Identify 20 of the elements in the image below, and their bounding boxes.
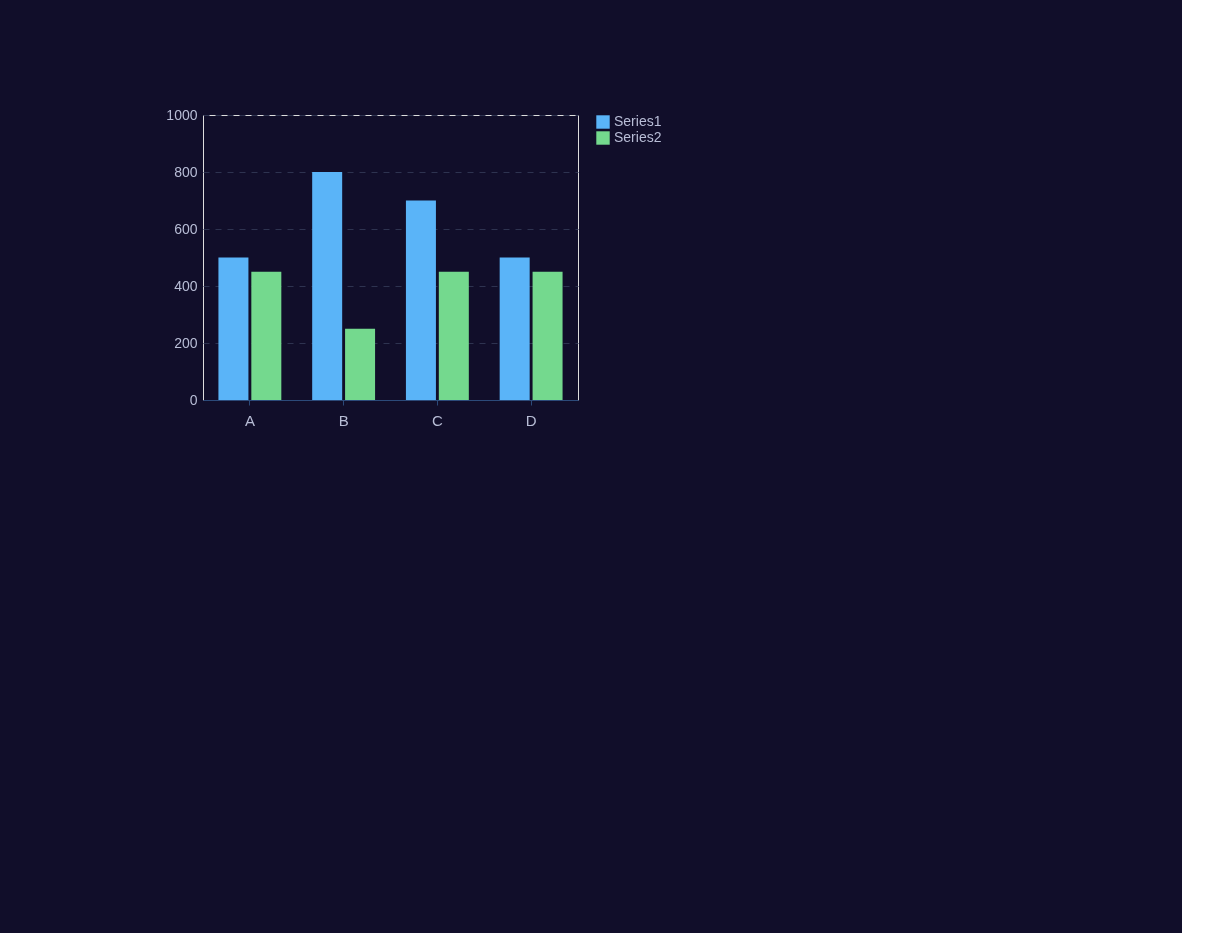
y-tick-label: 0	[189, 391, 198, 408]
legend-label: Series1	[614, 113, 662, 129]
bar	[438, 271, 469, 400]
y-tick-label: 1000	[166, 106, 198, 123]
bar	[218, 257, 249, 400]
bar	[405, 200, 436, 400]
bar	[345, 328, 376, 400]
y-tick-label: 600	[174, 220, 198, 237]
bar	[499, 257, 530, 400]
legend-label: Series2	[614, 129, 662, 145]
bar	[312, 172, 343, 400]
bar	[251, 271, 282, 400]
y-tick-label: 200	[174, 334, 198, 351]
x-tick-label: D	[525, 411, 537, 429]
y-tick-label: 800	[174, 163, 198, 180]
y-tick-label: 400	[174, 277, 198, 294]
x-tick-label: A	[244, 411, 255, 429]
x-tick-label: C	[431, 411, 443, 429]
x-tick-label: B	[338, 411, 349, 429]
bar	[532, 271, 563, 400]
